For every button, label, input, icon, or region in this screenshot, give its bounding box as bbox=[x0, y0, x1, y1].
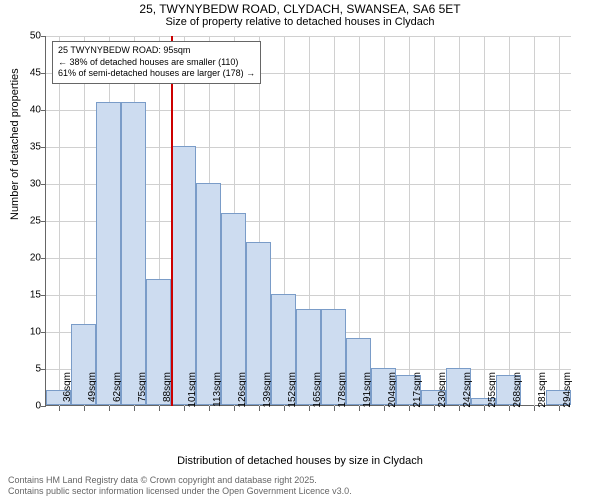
x-tick-mark bbox=[509, 406, 510, 411]
x-tick-mark bbox=[184, 406, 185, 411]
grid-line-v bbox=[59, 36, 60, 406]
y-tick-mark bbox=[41, 406, 46, 407]
y-tick-mark bbox=[41, 36, 46, 37]
x-tick-label: 294sqm bbox=[562, 372, 573, 412]
annotation-line: 25 TWYNYBEDW ROAD: 95sqm bbox=[58, 45, 255, 57]
x-tick-label: 242sqm bbox=[462, 372, 473, 412]
y-tick-mark bbox=[41, 221, 46, 222]
grid-line-v bbox=[509, 36, 510, 406]
y-tick-mark bbox=[41, 110, 46, 111]
annotation-box: 25 TWYNYBEDW ROAD: 95sqm← 38% of detache… bbox=[52, 41, 261, 84]
x-tick-mark bbox=[109, 406, 110, 411]
histogram-bar bbox=[121, 102, 146, 405]
x-tick-mark bbox=[484, 406, 485, 411]
x-tick-mark bbox=[459, 406, 460, 411]
footer-line1: Contains HM Land Registry data © Crown c… bbox=[8, 475, 352, 487]
y-tick-label: 35 bbox=[11, 142, 41, 153]
x-tick-mark bbox=[434, 406, 435, 411]
chart-title-main: 25, TWYNYBEDW ROAD, CLYDACH, SWANSEA, SA… bbox=[0, 2, 600, 16]
y-tick-label: 15 bbox=[11, 290, 41, 301]
x-tick-mark bbox=[409, 406, 410, 411]
x-tick-mark bbox=[209, 406, 210, 411]
chart-container: 0510152025303540455036sqm49sqm62sqm75sqm… bbox=[45, 28, 570, 422]
x-tick-mark bbox=[309, 406, 310, 411]
grid-line-v bbox=[534, 36, 535, 406]
y-tick-label: 25 bbox=[11, 216, 41, 227]
x-tick-mark bbox=[259, 406, 260, 411]
y-tick-label: 45 bbox=[11, 68, 41, 79]
x-tick-mark bbox=[384, 406, 385, 411]
y-tick-mark bbox=[41, 147, 46, 148]
grid-line-v bbox=[559, 36, 560, 406]
grid-line-v bbox=[484, 36, 485, 406]
x-tick-mark bbox=[134, 406, 135, 411]
x-tick-mark bbox=[559, 406, 560, 411]
histogram-bar bbox=[96, 102, 121, 405]
x-tick-mark bbox=[159, 406, 160, 411]
chart-title-sub: Size of property relative to detached ho… bbox=[0, 16, 600, 28]
annotation-line: 61% of semi-detached houses are larger (… bbox=[58, 68, 255, 80]
y-tick-label: 5 bbox=[11, 364, 41, 375]
x-tick-mark bbox=[284, 406, 285, 411]
x-tick-mark bbox=[234, 406, 235, 411]
annotation-line: ← 38% of detached houses are smaller (11… bbox=[58, 57, 255, 69]
x-tick-mark bbox=[534, 406, 535, 411]
x-tick-label: 268sqm bbox=[512, 372, 523, 412]
x-tick-mark bbox=[84, 406, 85, 411]
footer-line2: Contains public sector information licen… bbox=[8, 486, 352, 498]
footer-attribution: Contains HM Land Registry data © Crown c… bbox=[8, 475, 352, 498]
y-tick-mark bbox=[41, 258, 46, 259]
y-tick-label: 0 bbox=[11, 401, 41, 412]
y-tick-label: 50 bbox=[11, 31, 41, 42]
grid-line-v bbox=[384, 36, 385, 406]
y-tick-mark bbox=[41, 332, 46, 333]
x-axis-label: Distribution of detached houses by size … bbox=[0, 455, 600, 467]
y-tick-mark bbox=[41, 184, 46, 185]
grid-line-v bbox=[434, 36, 435, 406]
y-tick-mark bbox=[41, 369, 46, 370]
histogram-bar bbox=[171, 146, 196, 405]
y-tick-label: 30 bbox=[11, 179, 41, 190]
x-tick-mark bbox=[59, 406, 60, 411]
y-tick-mark bbox=[41, 73, 46, 74]
y-tick-label: 20 bbox=[11, 253, 41, 264]
x-tick-mark bbox=[334, 406, 335, 411]
x-tick-mark bbox=[359, 406, 360, 411]
y-tick-mark bbox=[41, 295, 46, 296]
grid-line-v bbox=[459, 36, 460, 406]
grid-line-v bbox=[409, 36, 410, 406]
plot-area: 0510152025303540455036sqm49sqm62sqm75sqm… bbox=[45, 36, 570, 406]
y-tick-label: 10 bbox=[11, 327, 41, 338]
property-marker-line bbox=[171, 36, 173, 406]
y-tick-label: 40 bbox=[11, 105, 41, 116]
